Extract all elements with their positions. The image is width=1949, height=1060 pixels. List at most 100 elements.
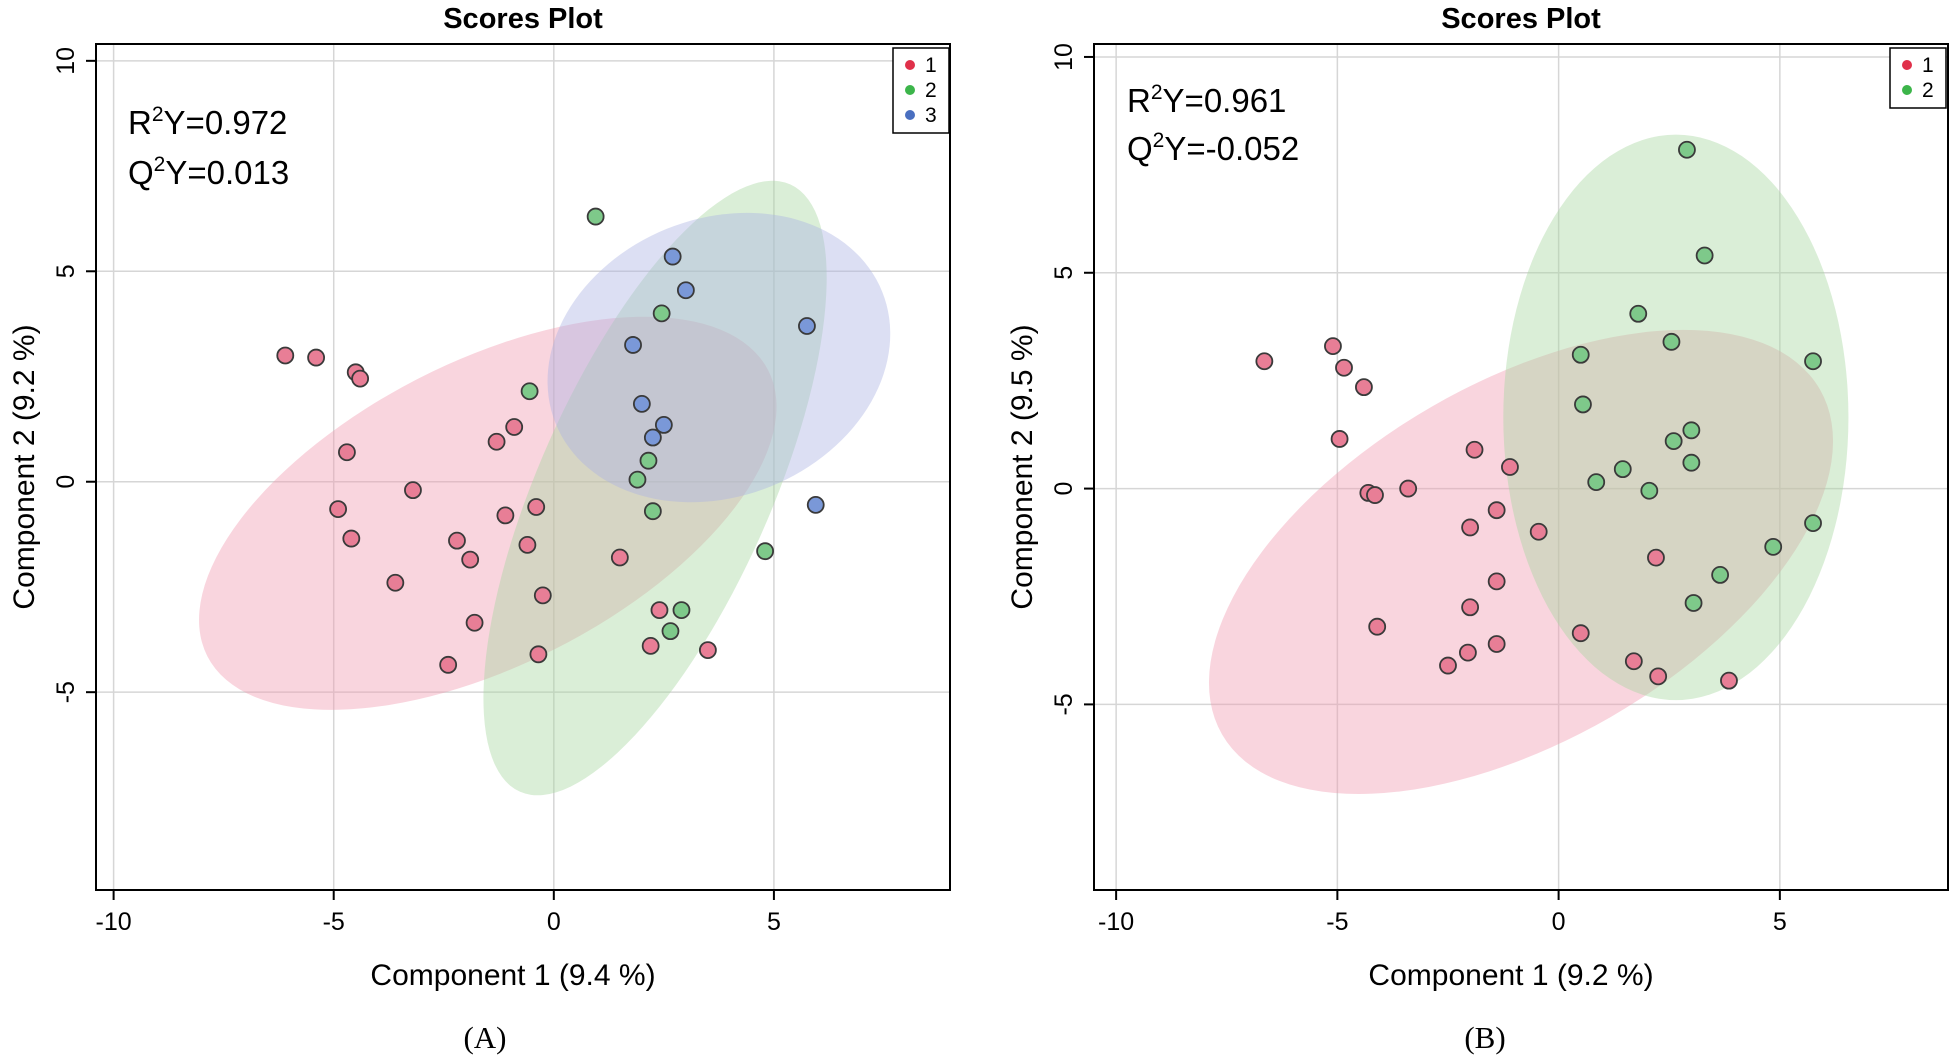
legend-marker-1 xyxy=(1902,60,1912,70)
legend-marker-2 xyxy=(905,85,915,95)
data-point-group-2 xyxy=(1571,345,1590,364)
x-tick-label: 0 xyxy=(547,908,561,936)
y-tick-label: -5 xyxy=(1050,693,1078,715)
data-point-group-1 xyxy=(1487,572,1506,591)
y-tick-label: 0 xyxy=(52,475,80,489)
data-point-group-2 xyxy=(1684,594,1703,612)
data-point-group-1 xyxy=(1487,635,1506,653)
y-tick-label: 0 xyxy=(1050,482,1078,496)
q2y-annotation: Q2Y=0.013 xyxy=(128,153,289,191)
data-point-group-2 xyxy=(1804,352,1822,371)
data-point-group-1 xyxy=(448,531,466,550)
confidence-ellipse-group-2 xyxy=(483,180,827,796)
data-point-group-1 xyxy=(1459,643,1477,662)
data-point-group-2 xyxy=(1678,140,1696,159)
data-point-group-1 xyxy=(505,418,524,436)
data-point-group-2 xyxy=(1695,246,1714,265)
x-axis-label: Component 1 (9.2 %) xyxy=(1368,959,1653,992)
data-point-group-3 xyxy=(654,416,673,434)
data-point-group-2 xyxy=(520,382,539,401)
data-point-group-2 xyxy=(1662,332,1681,351)
data-point-group-1 xyxy=(650,601,669,620)
data-point-group-2 xyxy=(1682,421,1701,440)
data-point-group-1 xyxy=(1501,458,1519,476)
y-tick-label: 5 xyxy=(1050,266,1078,280)
legend-marker-3 xyxy=(905,110,915,120)
plot-frame xyxy=(95,43,951,891)
legend-box xyxy=(892,47,950,134)
x-tick-label: -5 xyxy=(323,908,345,936)
data-point-group-1 xyxy=(276,346,295,365)
data-point-group-3 xyxy=(624,336,642,354)
data-point-group-1 xyxy=(1355,378,1373,397)
data-point-group-1 xyxy=(1439,656,1457,675)
data-point-group-2 xyxy=(1574,395,1592,414)
data-point-group-1 xyxy=(698,641,717,659)
legend: 12 xyxy=(1889,47,1947,109)
data-point-group-1 xyxy=(487,432,506,451)
x-tick-label: 0 xyxy=(1552,908,1566,936)
data-point-group-1 xyxy=(610,548,629,567)
data-point-group-1 xyxy=(1720,671,1738,690)
data-point-group-1 xyxy=(527,498,546,516)
data-point-group-1 xyxy=(1461,518,1480,537)
data-point-group-2 xyxy=(1629,304,1648,323)
x-tick-label: -10 xyxy=(1098,908,1134,936)
r2y-annotation: R2Y=0.972 xyxy=(128,103,287,141)
data-point-group-1 xyxy=(338,443,356,462)
data-point-group-2 xyxy=(652,304,671,323)
panel-caption: (B) xyxy=(1464,1020,1505,1055)
data-point-group-3 xyxy=(632,394,651,413)
y-axis-label: Component 2 (9.2 %) xyxy=(8,324,41,609)
data-point-group-1 xyxy=(439,655,458,674)
data-point-group-2 xyxy=(628,470,647,489)
data-point-group-2 xyxy=(1587,473,1606,492)
data-point-group-2 xyxy=(1682,453,1701,472)
legend-label: 2 xyxy=(1922,79,1934,102)
data-point-group-1 xyxy=(1529,522,1548,541)
data-point-group-2 xyxy=(661,622,680,641)
data-point-group-1 xyxy=(533,586,552,605)
data-point-group-1 xyxy=(1571,624,1590,643)
data-point-group-1 xyxy=(465,613,484,632)
data-point-group-2 xyxy=(639,451,658,470)
data-point-group-2 xyxy=(756,542,775,561)
data-point-group-2 xyxy=(1711,566,1730,584)
legend: 123 xyxy=(892,47,950,134)
data-point-group-2 xyxy=(643,502,662,521)
data-point-group-3 xyxy=(676,281,695,300)
data-point-group-3 xyxy=(643,428,662,447)
data-point-group-2 xyxy=(1804,514,1822,533)
data-point-group-1 xyxy=(1624,652,1643,671)
data-point-group-1 xyxy=(329,500,348,518)
data-point-group-1 xyxy=(641,636,660,655)
chart-panel-b: -10 -5 0 5 10 5 0 -5 Scores Plot Component 1 (9.2… xyxy=(1006,3,1949,1055)
plot-frame xyxy=(1093,43,1949,891)
x-tick-label: 5 xyxy=(767,908,781,936)
data-point-group-2 xyxy=(1764,537,1783,556)
y-tick-label: 10 xyxy=(1050,43,1078,71)
data-point-group-1 xyxy=(461,550,480,569)
data-point-group-1 xyxy=(1647,548,1665,567)
chart-title: Scores Plot xyxy=(1441,3,1601,35)
legend-label: 2 xyxy=(925,79,937,102)
data-point-group-2 xyxy=(672,601,691,620)
data-point-group-1 xyxy=(1368,617,1387,636)
confidence-ellipse-group-2 xyxy=(1503,134,1849,701)
data-point-group-1 xyxy=(1330,430,1349,448)
legend-box xyxy=(1889,47,1947,109)
y-tick-label: 10 xyxy=(52,47,80,75)
y-axis-label: Component 2 (9.5 %) xyxy=(1006,324,1039,609)
data-point-group-2 xyxy=(1640,481,1659,500)
r2y-annotation: R2Y=0.961 xyxy=(1127,81,1286,119)
data-point-group-1 xyxy=(404,481,422,500)
y-tick-label: -5 xyxy=(52,681,80,703)
data-point-group-1 xyxy=(1487,501,1506,520)
data-point-group-1 xyxy=(307,348,326,367)
data-point-group-2 xyxy=(1613,460,1632,479)
data-point-group-1 xyxy=(1465,440,1484,459)
data-point-group-1 xyxy=(1335,358,1353,377)
data-point-group-3 xyxy=(798,317,816,335)
data-point-group-1 xyxy=(529,645,548,664)
